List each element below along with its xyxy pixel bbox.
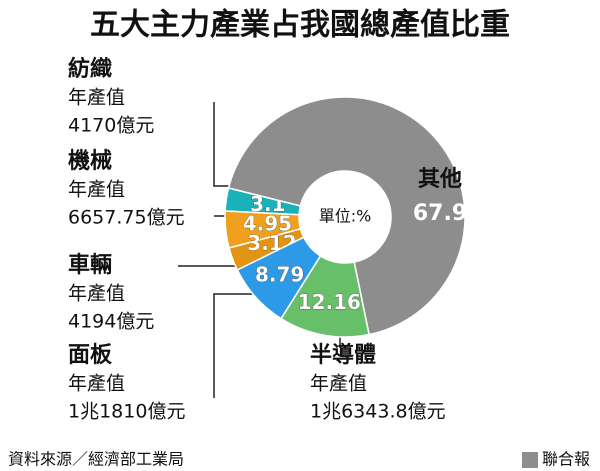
output-value: 1兆1810億元 bbox=[68, 401, 185, 423]
category-name: 紡織 bbox=[68, 56, 112, 82]
value-label: 67.9 bbox=[413, 201, 467, 226]
publisher-icon bbox=[522, 452, 538, 468]
donut-hole bbox=[300, 172, 390, 262]
output-value: 4194億元 bbox=[68, 311, 154, 333]
publisher: 聯合報 bbox=[542, 450, 590, 469]
chart-title: 五大主力產業占我國總產值比重 bbox=[90, 8, 510, 43]
output-label: 年產值 bbox=[68, 283, 125, 305]
value-label: 4.95 bbox=[243, 212, 292, 236]
category-name: 半導體 bbox=[310, 342, 376, 368]
leader-line bbox=[213, 293, 262, 398]
value-label: 3.12 bbox=[247, 231, 296, 255]
value-label: 8.79 bbox=[255, 262, 304, 286]
output-value: 1兆6343.8億元 bbox=[310, 401, 446, 423]
output-label: 年產值 bbox=[68, 87, 125, 109]
category-name: 面板 bbox=[68, 343, 113, 368]
category-name: 車輛 bbox=[68, 253, 112, 278]
slice-name: 其他 bbox=[418, 167, 462, 192]
output-label: 年產值 bbox=[310, 373, 367, 395]
category-name: 機械 bbox=[68, 149, 112, 174]
center-label: 單位:% bbox=[319, 207, 372, 226]
donut-slice bbox=[227, 96, 466, 336]
value-label: 12.16 bbox=[298, 290, 361, 314]
output-value: 6657.75億元 bbox=[68, 207, 185, 229]
output-label: 年產值 bbox=[68, 179, 125, 201]
output-label: 年產值 bbox=[68, 373, 125, 395]
output-value: 4170億元 bbox=[68, 115, 154, 137]
source: 資料來源／經濟部工業局 bbox=[8, 450, 184, 469]
